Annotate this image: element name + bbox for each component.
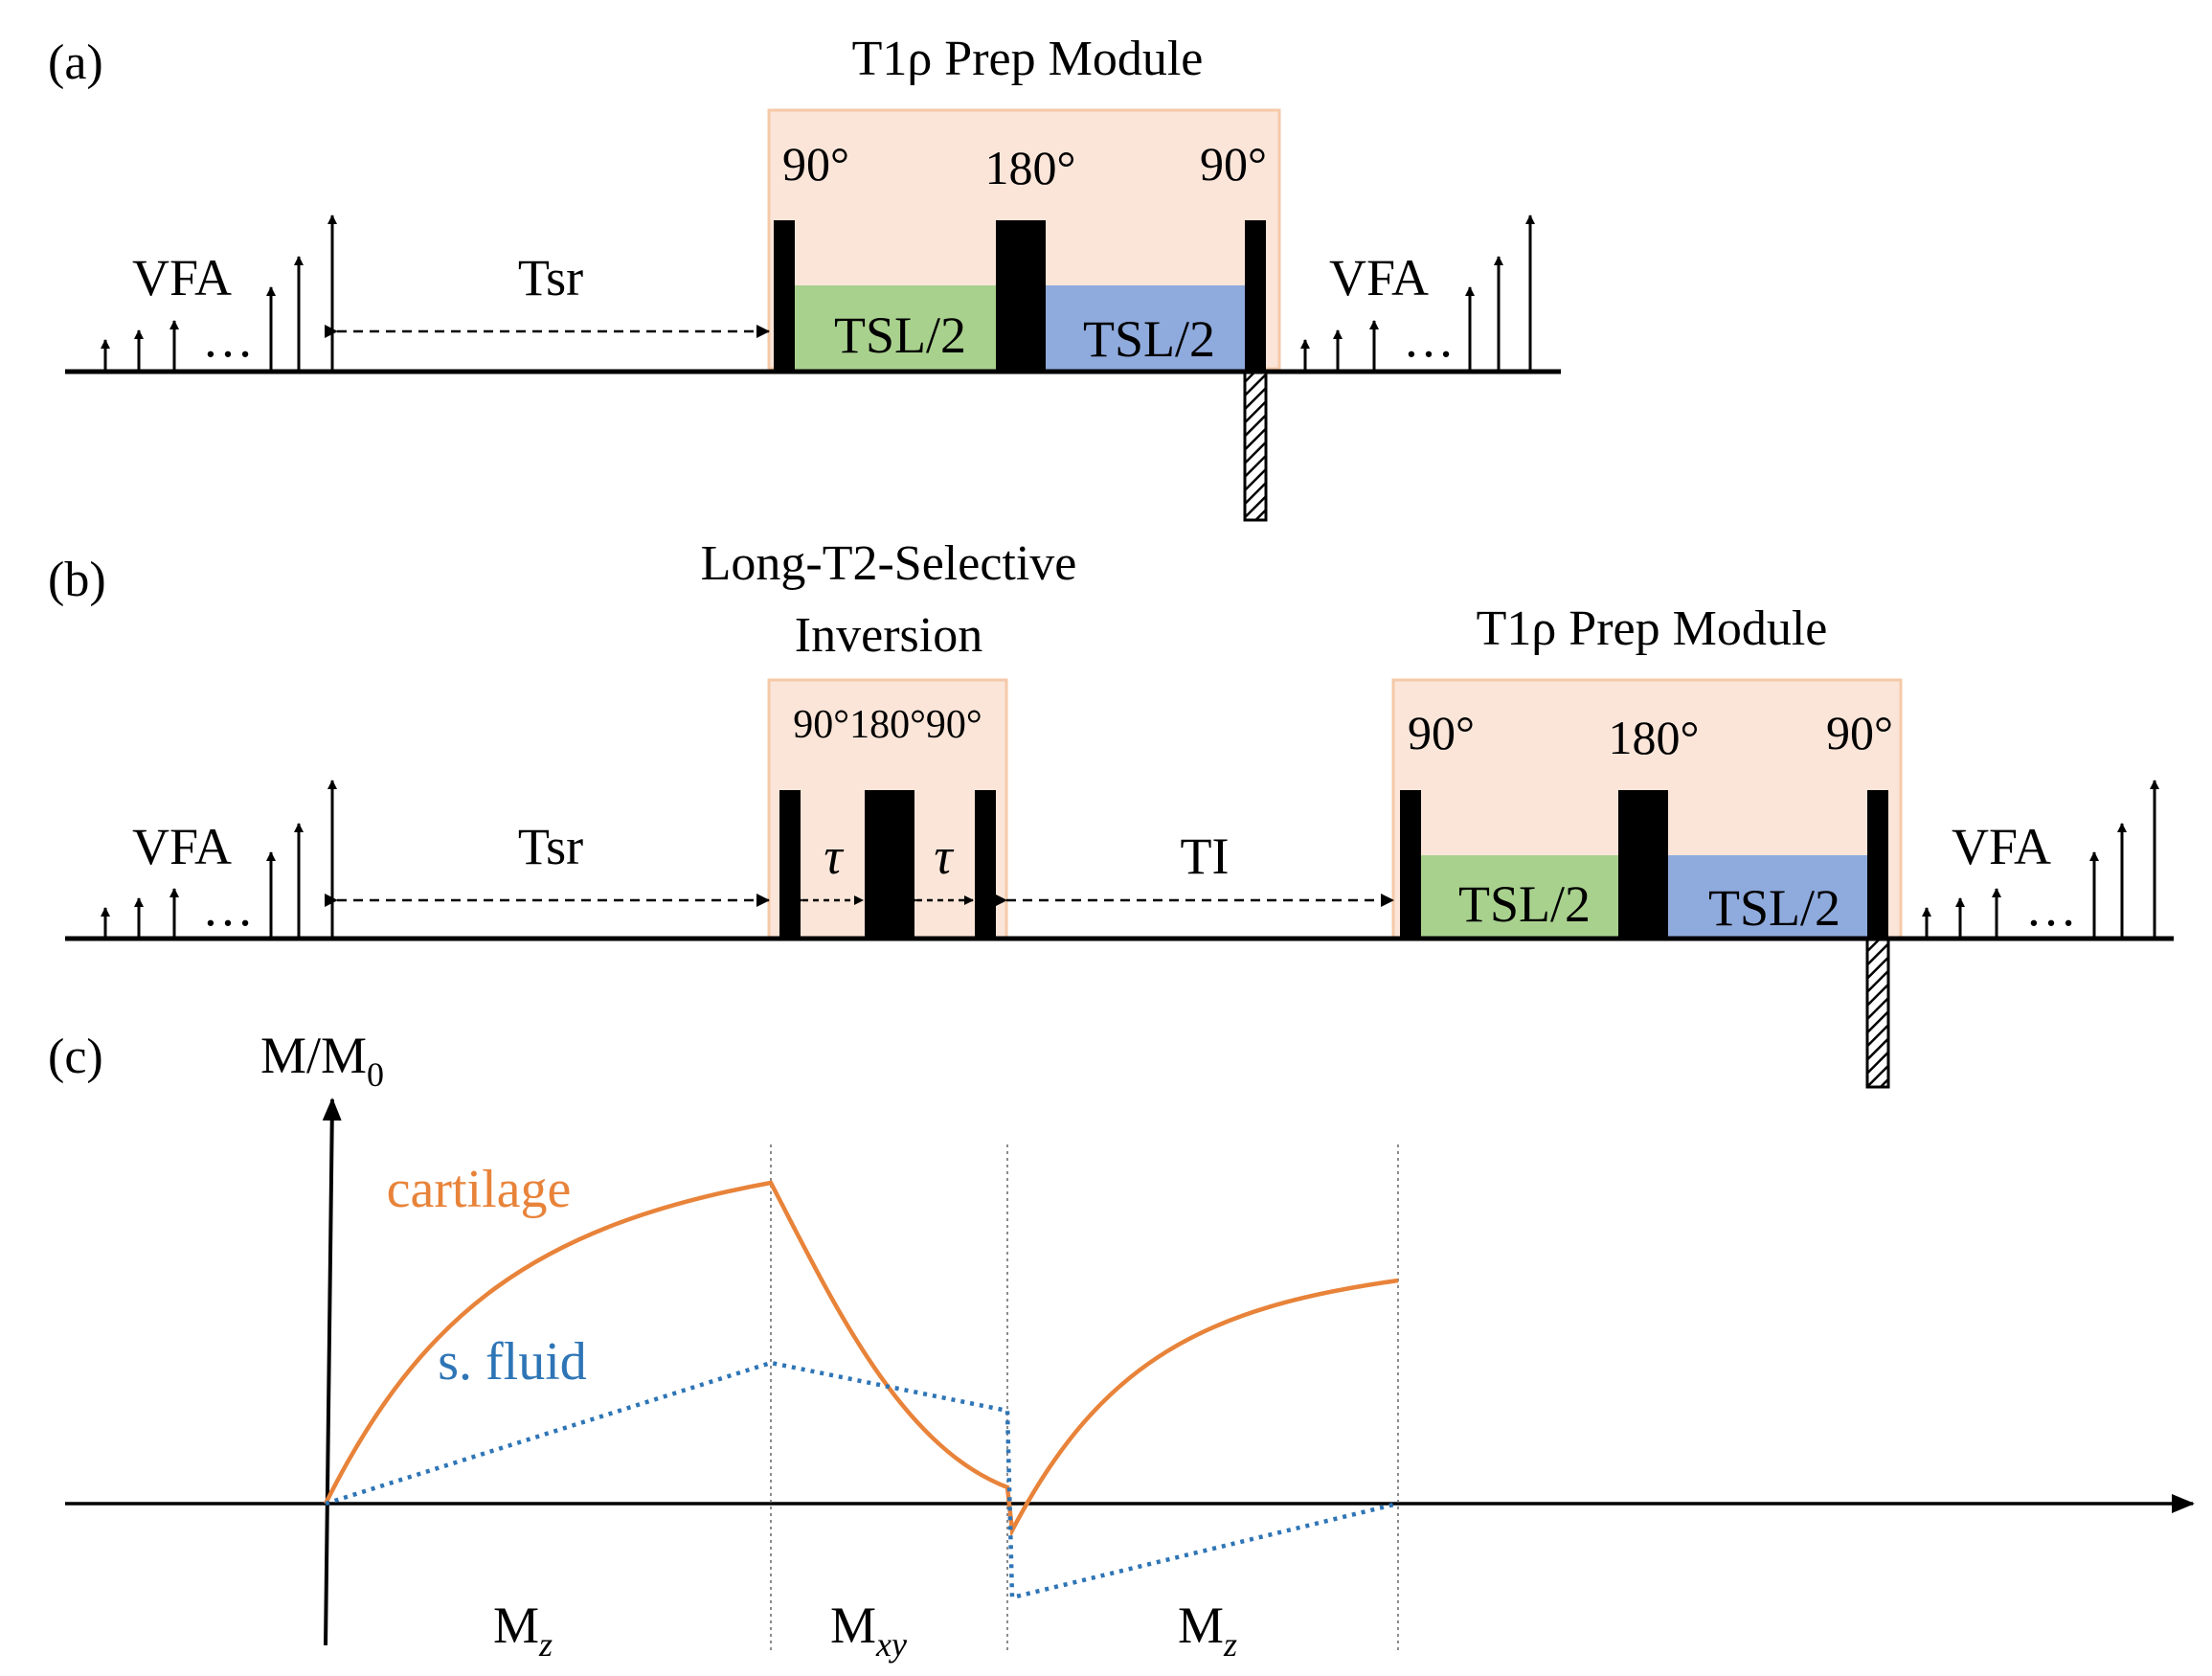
inversion-title-line1: Long-T2-Selective bbox=[701, 536, 1077, 591]
cartilage-curve bbox=[323, 1180, 1399, 1538]
inv-pulse-180 bbox=[865, 790, 914, 939]
vfa-pulses-left-b bbox=[101, 780, 337, 939]
tsl-green-label-b: TSL/2 bbox=[1458, 875, 1591, 933]
inversion-title-line2: Inversion bbox=[795, 608, 982, 663]
pulse-90-left bbox=[774, 220, 795, 372]
panel-c: (c) M/M0 cartilage s. fluid Mz Mxy Mz bbox=[48, 1027, 2195, 1664]
panel-a: (a) T1ρ Prep Module 90° 180° 90° TSL/2 T… bbox=[48, 32, 1561, 522]
inv-pulse-90-left bbox=[779, 790, 801, 939]
vfa-label-left-b: VFA bbox=[132, 818, 232, 875]
fluid-curve bbox=[325, 1360, 1399, 1600]
seg2-main: M bbox=[830, 1597, 876, 1654]
tau-label-right: τ bbox=[934, 827, 954, 885]
tau-label-left: τ bbox=[824, 827, 844, 885]
pulse-180-b bbox=[1618, 790, 1668, 939]
tsl-blue-label: TSL/2 bbox=[1083, 310, 1215, 368]
label-180-b: 180° bbox=[1609, 711, 1700, 764]
panel-b-tag: (b) bbox=[48, 553, 106, 607]
pulse-90-left-b bbox=[1400, 790, 1421, 939]
dots-right-b: … bbox=[2025, 879, 2077, 937]
y-axis-label: M/M0 bbox=[260, 1027, 384, 1094]
inv-pulse-90-right bbox=[975, 790, 996, 939]
pulse-90-right-b bbox=[1867, 790, 1888, 939]
inversion-pulse-labels: 90°180°90° bbox=[793, 703, 982, 747]
vfa-pulses-right-a bbox=[1300, 215, 1535, 372]
tsl-blue-label-b: TSL/2 bbox=[1708, 879, 1840, 937]
tsr-label-b: Tsr bbox=[518, 818, 583, 875]
seg3-main: M bbox=[1178, 1597, 1224, 1654]
seg1-sub: z bbox=[538, 1625, 553, 1664]
vfa-label-right-b: VFA bbox=[1952, 818, 2051, 875]
vfa-label-right-a: VFA bbox=[1329, 249, 1429, 306]
y-axis bbox=[322, 1098, 342, 1646]
dots-right-a: … bbox=[1403, 310, 1455, 368]
y-axis-sub: 0 bbox=[367, 1055, 384, 1094]
panel-a-tag: (a) bbox=[48, 35, 103, 90]
panel-c-tag: (c) bbox=[48, 1030, 103, 1084]
prep-module-title-b: T1ρ Prep Module bbox=[1477, 601, 1828, 656]
dots-left-b: … bbox=[202, 879, 254, 937]
tsr-label-a: Tsr bbox=[518, 249, 583, 306]
pulse-180 bbox=[996, 220, 1046, 372]
vfa-pulses-right-b bbox=[1922, 780, 2159, 939]
panel-b: (b) Long-T2-Selective Inversion 90°180°9… bbox=[48, 536, 2174, 1089]
pulse-90-right bbox=[1245, 220, 1266, 372]
dots-left-a: … bbox=[202, 310, 254, 368]
tsl-green-block bbox=[795, 285, 1001, 372]
label-90-left-b: 90° bbox=[1408, 706, 1475, 759]
vfa-label-left-a: VFA bbox=[132, 249, 232, 306]
crusher-gradient bbox=[1243, 370, 1268, 522]
tsl-blue-block bbox=[1044, 285, 1250, 372]
label-90-left: 90° bbox=[782, 137, 849, 191]
ti-label: TI bbox=[1181, 827, 1230, 885]
label-90-right: 90° bbox=[1200, 137, 1267, 191]
seg3-sub: z bbox=[1223, 1625, 1237, 1664]
prep-module-title: T1ρ Prep Module bbox=[852, 32, 1204, 86]
tsl-green-block-b bbox=[1419, 855, 1618, 939]
tsl-green-label: TSL/2 bbox=[834, 306, 966, 364]
segment-3-label: Mz bbox=[1178, 1597, 1237, 1664]
crusher-gradient-b bbox=[1865, 937, 1890, 1089]
vfa-pulses-left-a bbox=[101, 215, 337, 372]
seg2-sub: xy bbox=[875, 1625, 907, 1664]
fluid-label: s. fluid bbox=[438, 1332, 587, 1392]
segment-2-label: Mxy bbox=[830, 1597, 907, 1664]
cartilage-label: cartilage bbox=[387, 1160, 572, 1219]
label-180: 180° bbox=[985, 141, 1076, 194]
seg1-main: M bbox=[493, 1597, 539, 1654]
tsl-blue-block-b bbox=[1666, 855, 1867, 939]
segment-1-label: Mz bbox=[493, 1597, 553, 1664]
y-axis-main: M/M bbox=[260, 1027, 367, 1084]
label-90-right-b: 90° bbox=[1826, 706, 1893, 759]
